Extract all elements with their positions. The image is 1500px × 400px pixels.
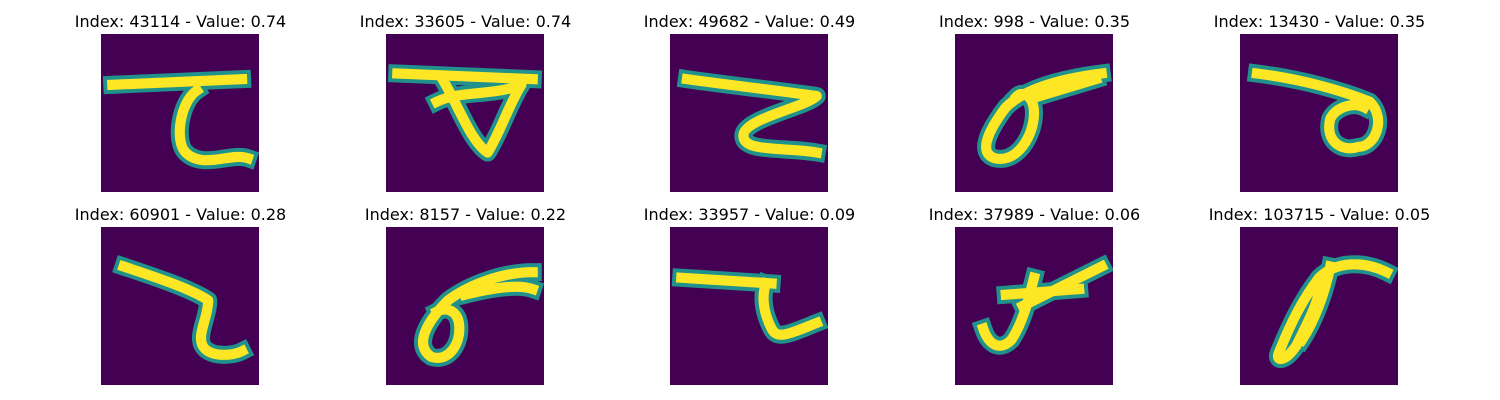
panel-title: Index: 33957 - Value: 0.09 — [643, 205, 856, 224]
panel-10: Index: 103715 - Value: 0.05 — [1177, 205, 1462, 385]
digit-glyph — [955, 34, 1113, 192]
panel-title: Index: 37989 - Value: 0.06 — [928, 205, 1141, 224]
panel-title: Index: 103715 - Value: 0.05 — [1208, 205, 1431, 224]
panel-6: Index: 60901 - Value: 0.28 — [38, 205, 323, 385]
panel-title: Index: 43114 - Value: 0.74 — [74, 12, 287, 31]
digit-image — [101, 227, 259, 385]
digit-image — [1240, 227, 1398, 385]
panel-7: Index: 8157 - Value: 0.22 — [323, 205, 608, 385]
digit-image — [101, 34, 259, 192]
digit-image — [955, 227, 1113, 385]
digit-image — [955, 34, 1113, 192]
digit-stroke-core — [117, 260, 249, 360]
digit-stroke-core — [417, 267, 540, 363]
digit-stroke-core — [976, 271, 1041, 351]
digit-stroke-core — [1273, 259, 1394, 364]
digit-stroke-core — [1000, 283, 1085, 301]
digit-stroke-core — [1251, 67, 1384, 154]
digit-image — [670, 227, 828, 385]
panel-title: Index: 49682 - Value: 0.49 — [643, 12, 856, 31]
panel-1: Index: 43114 - Value: 0.74 — [38, 12, 323, 192]
panel-5: Index: 13430 - Value: 0.35 — [1177, 12, 1462, 192]
panel-9: Index: 37989 - Value: 0.06 — [892, 205, 1177, 385]
digit-glyph — [1240, 34, 1398, 192]
digit-stroke-core — [681, 73, 823, 159]
digit-glyph — [101, 34, 259, 192]
digit-image — [670, 34, 828, 192]
panel-title: Index: 998 - Value: 0.35 — [938, 12, 1131, 31]
panel-title: Index: 8157 - Value: 0.22 — [364, 205, 567, 224]
panel-4: Index: 998 - Value: 0.35 — [892, 12, 1177, 192]
digit-stroke-core — [392, 68, 538, 85]
digit-stroke-core — [675, 272, 777, 289]
digit-glyph — [670, 227, 828, 385]
digit-stroke-core — [981, 67, 1108, 164]
digit-glyph — [386, 34, 544, 192]
digit-glyph — [955, 227, 1113, 385]
digit-image — [386, 227, 544, 385]
panel-3: Index: 49682 - Value: 0.49 — [607, 12, 892, 192]
panel-title: Index: 13430 - Value: 0.35 — [1213, 12, 1426, 31]
digit-glyph — [101, 227, 259, 385]
digit-stroke-core — [758, 277, 824, 340]
digit-glyph — [1240, 227, 1398, 385]
panel-2: Index: 33605 - Value: 0.74 — [323, 12, 608, 192]
digit-glyph — [386, 227, 544, 385]
digit-image — [1240, 34, 1398, 192]
panel-8: Index: 33957 - Value: 0.09 — [607, 205, 892, 385]
digit-image — [386, 34, 544, 192]
digit-stroke-core — [429, 72, 527, 158]
panel-title: Index: 33605 - Value: 0.74 — [359, 12, 572, 31]
digit-stroke-core — [174, 83, 255, 166]
digit-stroke-core — [106, 73, 248, 91]
digit-glyph — [670, 34, 828, 192]
panel-title: Index: 60901 - Value: 0.28 — [74, 205, 287, 224]
